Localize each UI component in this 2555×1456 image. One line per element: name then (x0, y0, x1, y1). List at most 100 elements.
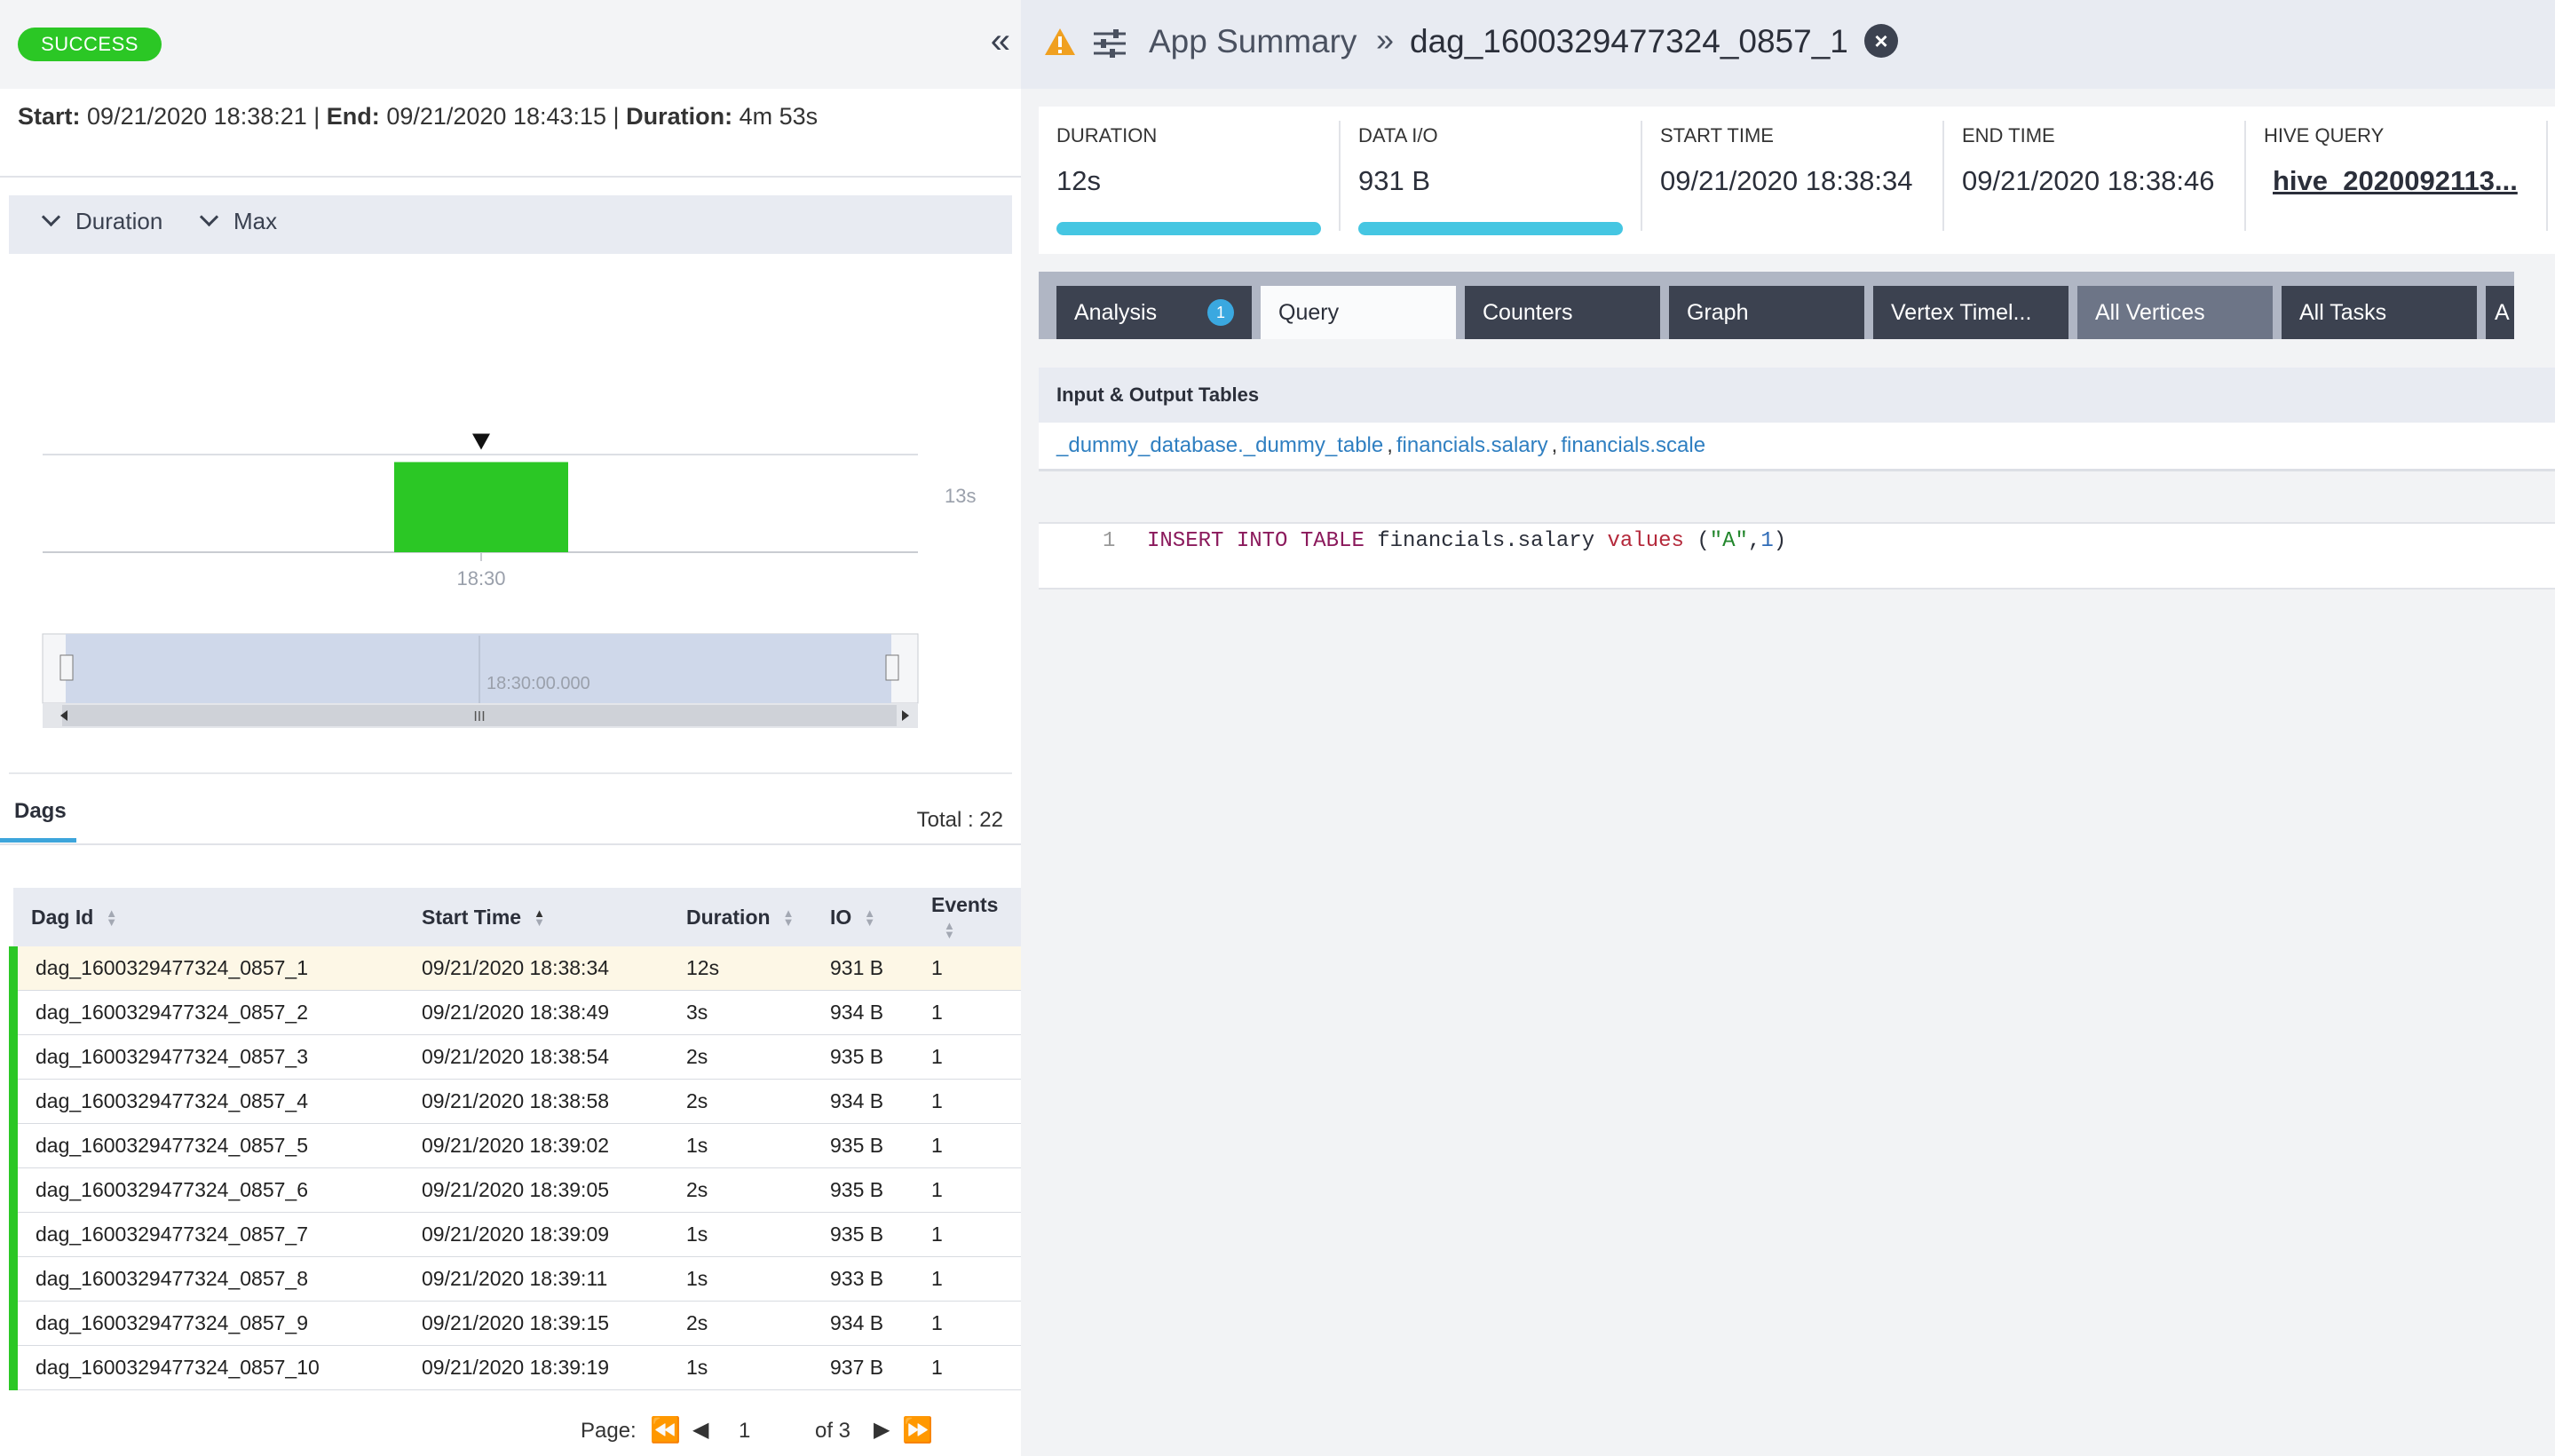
stat-end-time: END TIME 09/21/2020 18:38:46 (1944, 107, 2246, 254)
warning-icon[interactable] (1044, 27, 1076, 57)
tab-all-tasks[interactable]: All Tasks (2282, 286, 2477, 339)
cell-io: 937 B (830, 1345, 931, 1390)
tab-overflow[interactable]: A (2486, 286, 2514, 339)
first-page-icon[interactable]: ⏪ (650, 1416, 681, 1444)
prev-page-icon[interactable]: ◀ (692, 1418, 709, 1442)
stat-label: DATA I/O (1358, 124, 1438, 146)
code-number: 1 (1760, 529, 1774, 553)
cell-dag-id[interactable]: dag_1600329477324_0857_1 (9, 946, 422, 991)
progress-bar (1358, 222, 1623, 235)
chevron-down-icon (199, 207, 219, 227)
navigator-handle-left[interactable] (59, 654, 74, 681)
navigator-label: 18:30:00.000 (486, 674, 590, 693)
page-label: Page: (581, 1419, 637, 1443)
cell-dag-id[interactable]: dag_1600329477324_0857_10 (9, 1345, 422, 1390)
cell-duration: 1s (686, 1212, 830, 1257)
tab-counters[interactable]: Counters (1465, 286, 1660, 339)
column-header-io[interactable]: IO ▲ ▼ (830, 888, 931, 946)
cell-io: 933 B (830, 1256, 931, 1302)
query-code-viewer[interactable]: 1 INSERT INTO TABLE financials.salary va… (1039, 522, 2555, 590)
code-paren: ( (1697, 529, 1710, 553)
dag-times: Start: 09/21/2020 18:38:21 | End: 09/21/… (18, 103, 819, 130)
stat-value: 931 B (1358, 165, 1431, 196)
table-link[interactable]: financials.scale (1561, 433, 1706, 457)
navigator-selection[interactable] (66, 634, 891, 703)
code-function: values (1607, 529, 1684, 553)
cell-dag-id[interactable]: dag_1600329477324_0857_7 (9, 1212, 422, 1257)
cell-dag-id[interactable]: dag_1600329477324_0857_4 (9, 1079, 422, 1124)
column-header-label: Duration (686, 905, 771, 929)
table-row[interactable]: dag_1600329477324_0857_5 09/21/2020 18:39… (9, 1123, 1021, 1168)
cell-dag-id[interactable]: dag_1600329477324_0857_8 (9, 1256, 422, 1302)
hive-query-link[interactable]: hive_2020092113... (2273, 165, 2518, 196)
tab-graph[interactable]: Graph (1669, 286, 1864, 339)
table-row[interactable]: dag_1600329477324_0857_9 09/21/2020 18:39… (9, 1301, 1021, 1346)
table-link[interactable]: _dummy_database._dummy_table (1056, 433, 1384, 457)
metric-dropdown-label: Duration (75, 208, 163, 234)
tab-analysis[interactable]: Analysis 1 (1056, 286, 1252, 339)
table-row[interactable]: dag_1600329477324_0857_7 09/21/2020 18:39… (9, 1212, 1021, 1257)
right-panel: App Summary » dag_1600329477324_0857_1 ×… (1021, 0, 2555, 1456)
breadcrumb-app-summary[interactable]: App Summary (1149, 23, 1357, 59)
tab-vertex-timeline[interactable]: Vertex Timel... (1873, 286, 2069, 339)
table-row[interactable]: dag_1600329477324_0857_4 09/21/2020 18:38… (9, 1079, 1021, 1124)
cell-dag-id[interactable]: dag_1600329477324_0857_9 (9, 1301, 422, 1346)
stat-data-io: DATA I/O 931 B (1341, 107, 1642, 254)
cell-dag-id[interactable]: dag_1600329477324_0857_6 (9, 1167, 422, 1213)
column-header-start-time[interactable]: Start Time ▲ ▼ (422, 888, 686, 946)
selected-bar-marker-icon (472, 433, 490, 450)
scrollbar-thumb[interactable] (62, 705, 897, 726)
metric-dropdown[interactable]: Duration (41, 207, 163, 235)
table-row[interactable]: dag_1600329477324_0857_8 09/21/2020 18:39… (9, 1256, 1021, 1302)
y-tick-label: 13s (945, 485, 976, 507)
table-row[interactable]: dag_1600329477324_0857_3 09/21/2020 18:38… (9, 1034, 1021, 1080)
close-icon[interactable]: × (1864, 24, 1898, 58)
column-header-label: Start Time (422, 905, 522, 929)
scroll-left-icon[interactable] (60, 710, 67, 721)
column-header-dag-id[interactable]: Dag Id ▲ ▼ (13, 888, 422, 946)
tab-label: Analysis (1074, 300, 1158, 325)
scroll-right-icon[interactable] (902, 710, 909, 721)
aggregate-dropdown[interactable]: Max (199, 207, 277, 235)
cell-start-time: 09/21/2020 18:38:58 (422, 1079, 686, 1124)
cell-start-time: 09/21/2020 18:39:15 (422, 1301, 686, 1346)
table-row[interactable]: dag_1600329477324_0857_10 09/21/2020 18:3… (9, 1345, 1021, 1390)
cell-events: 1 (931, 1123, 1021, 1168)
scrollbar-grip-icon: III (473, 709, 485, 724)
stat-label: HIVE QUERY (2264, 124, 2385, 146)
settings-sliders-icon[interactable] (1092, 27, 1127, 60)
page-input[interactable]: 1 (739, 1419, 751, 1443)
chart-bar-18-30[interactable] (394, 462, 568, 552)
code-string: "A" (1709, 529, 1748, 553)
cell-dag-id[interactable]: dag_1600329477324_0857_5 (9, 1123, 422, 1168)
tab-query[interactable]: Query (1261, 286, 1456, 339)
duration-label: Duration: (626, 103, 733, 130)
navigator-handle-right[interactable] (885, 654, 899, 681)
next-page-icon[interactable]: ▶ (874, 1418, 890, 1442)
tab-all-vertices[interactable]: All Vertices (2077, 286, 2273, 339)
tab-dags[interactable]: Dags (14, 799, 67, 823)
column-header-events[interactable]: Events▲ ▼ (931, 888, 1021, 946)
table-row[interactable]: dag_1600329477324_0857_1 09/21/2020 18:38… (9, 946, 1021, 991)
sort-icon: ▲ ▼ (944, 918, 955, 941)
cell-duration: 12s (686, 946, 830, 991)
table-row[interactable]: dag_1600329477324_0857_2 09/21/2020 18:38… (9, 990, 1021, 1035)
progress-bar (1056, 222, 1321, 235)
sort-icon: ▲ ▼ (106, 906, 118, 930)
cell-dag-id[interactable]: dag_1600329477324_0857_2 (9, 990, 422, 1035)
code-identifier: financials.salary (1377, 529, 1595, 553)
table-link[interactable]: financials.salary (1396, 433, 1548, 457)
stat-label: END TIME (1962, 124, 2055, 146)
cell-duration: 1s (686, 1345, 830, 1390)
collapse-panel-icon[interactable]: « (990, 21, 1010, 60)
cell-duration: 2s (686, 1167, 830, 1213)
cell-dag-id[interactable]: dag_1600329477324_0857_3 (9, 1034, 422, 1080)
column-header-label: IO (830, 905, 852, 929)
cell-io: 935 B (830, 1034, 931, 1080)
column-header-duration[interactable]: Duration ▲ ▼ (686, 888, 830, 946)
right-header: App Summary » dag_1600329477324_0857_1 × (1021, 0, 2555, 89)
table-row[interactable]: dag_1600329477324_0857_6 09/21/2020 18:39… (9, 1167, 1021, 1213)
last-page-icon[interactable]: ⏩ (902, 1416, 933, 1444)
cell-io: 934 B (830, 990, 931, 1035)
cell-events: 1 (931, 990, 1021, 1035)
